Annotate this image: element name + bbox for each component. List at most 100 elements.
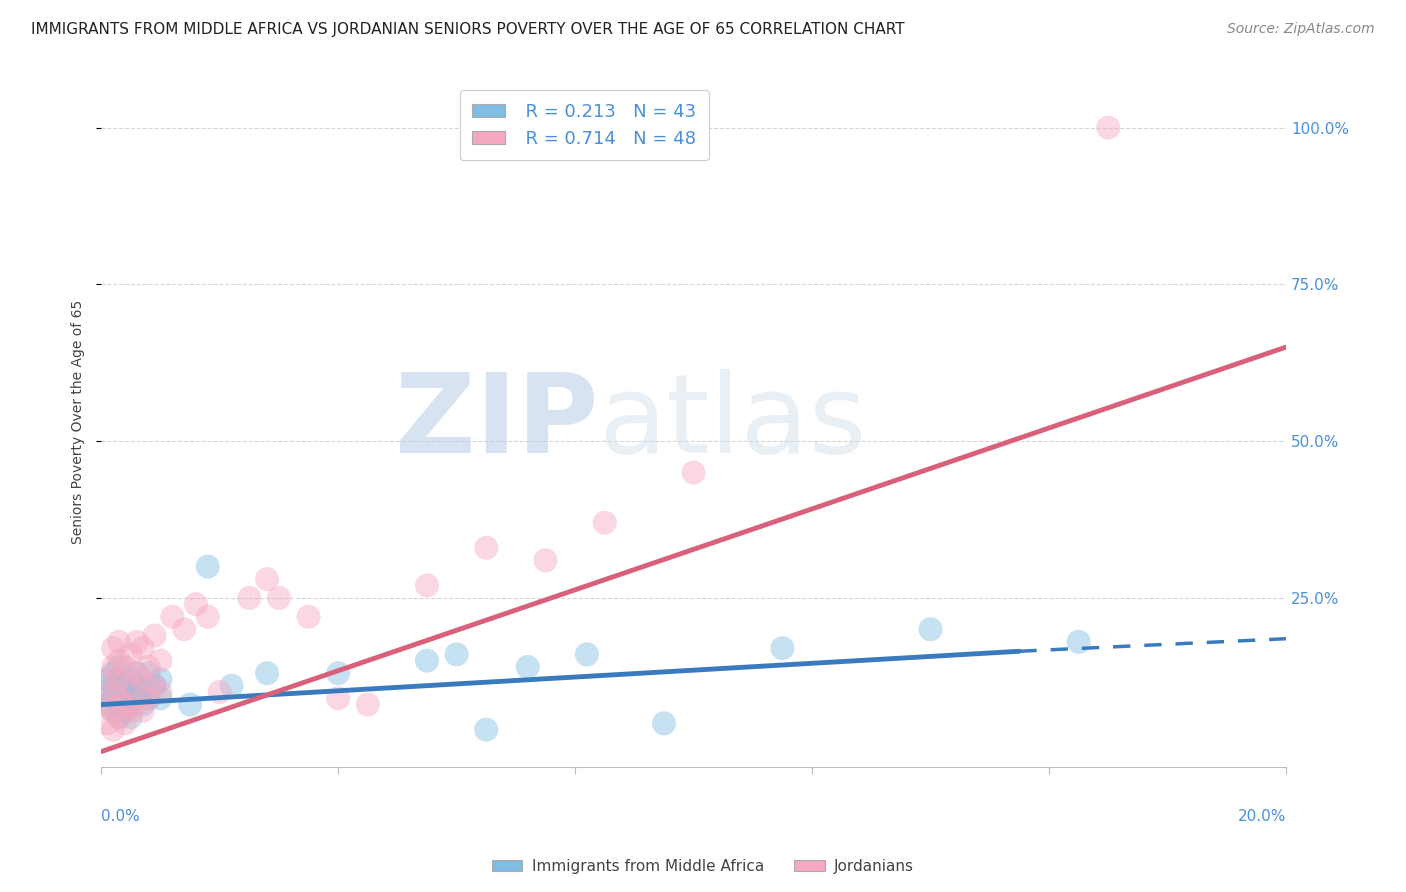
Point bbox=[125, 691, 148, 706]
Point bbox=[149, 685, 172, 699]
Point bbox=[328, 691, 350, 706]
Point bbox=[101, 679, 124, 693]
Point bbox=[101, 666, 124, 681]
Point bbox=[114, 698, 136, 712]
Point bbox=[173, 622, 195, 636]
Y-axis label: Seniors Poverty Over the Age of 65: Seniors Poverty Over the Age of 65 bbox=[72, 301, 86, 544]
Point bbox=[416, 654, 439, 668]
Point bbox=[96, 716, 118, 731]
Point bbox=[125, 635, 148, 649]
Point bbox=[179, 698, 201, 712]
Point bbox=[114, 704, 136, 718]
Point bbox=[114, 660, 136, 674]
Point bbox=[114, 691, 136, 706]
Point bbox=[920, 622, 942, 636]
Text: 0.0%: 0.0% bbox=[101, 809, 141, 823]
Point bbox=[96, 698, 118, 712]
Point bbox=[256, 572, 278, 586]
Point bbox=[131, 698, 153, 712]
Point bbox=[221, 679, 243, 693]
Point bbox=[108, 673, 131, 687]
Point bbox=[652, 716, 675, 731]
Legend:   R = 0.213   N = 43,   R = 0.714   N = 48: R = 0.213 N = 43, R = 0.714 N = 48 bbox=[460, 90, 709, 161]
Point bbox=[238, 591, 260, 605]
Point bbox=[1097, 120, 1119, 135]
Point bbox=[446, 648, 468, 662]
Point bbox=[328, 666, 350, 681]
Point bbox=[149, 654, 172, 668]
Point bbox=[575, 648, 598, 662]
Point bbox=[114, 679, 136, 693]
Point bbox=[131, 641, 153, 656]
Point bbox=[101, 704, 124, 718]
Point bbox=[138, 666, 160, 681]
Point bbox=[108, 654, 131, 668]
Point bbox=[108, 710, 131, 724]
Point bbox=[108, 710, 131, 724]
Point bbox=[475, 723, 498, 737]
Point bbox=[125, 666, 148, 681]
Point bbox=[101, 660, 124, 674]
Text: ZIP: ZIP bbox=[395, 369, 599, 475]
Point bbox=[516, 660, 538, 674]
Point bbox=[131, 704, 153, 718]
Point bbox=[138, 660, 160, 674]
Text: IMMIGRANTS FROM MIDDLE AFRICA VS JORDANIAN SENIORS POVERTY OVER THE AGE OF 65 CO: IMMIGRANTS FROM MIDDLE AFRICA VS JORDANI… bbox=[31, 22, 904, 37]
Point bbox=[267, 591, 290, 605]
Point bbox=[114, 716, 136, 731]
Point bbox=[120, 704, 142, 718]
Point bbox=[101, 641, 124, 656]
Point bbox=[149, 691, 172, 706]
Point bbox=[96, 673, 118, 687]
Point bbox=[416, 578, 439, 592]
Point bbox=[131, 685, 153, 699]
Point bbox=[120, 648, 142, 662]
Point bbox=[256, 666, 278, 681]
Point bbox=[120, 710, 142, 724]
Point bbox=[108, 635, 131, 649]
Text: Source: ZipAtlas.com: Source: ZipAtlas.com bbox=[1227, 22, 1375, 37]
Legend: Immigrants from Middle Africa, Jordanians: Immigrants from Middle Africa, Jordanian… bbox=[485, 853, 921, 880]
Text: atlas: atlas bbox=[599, 369, 868, 475]
Point bbox=[120, 698, 142, 712]
Point bbox=[96, 685, 118, 699]
Point bbox=[125, 698, 148, 712]
Point bbox=[138, 691, 160, 706]
Point bbox=[197, 609, 219, 624]
Point bbox=[108, 691, 131, 706]
Point bbox=[101, 691, 124, 706]
Point bbox=[208, 685, 231, 699]
Point bbox=[108, 698, 131, 712]
Point bbox=[120, 679, 142, 693]
Point bbox=[96, 698, 118, 712]
Text: 20.0%: 20.0% bbox=[1237, 809, 1286, 823]
Point bbox=[534, 553, 557, 567]
Point bbox=[125, 666, 148, 681]
Point bbox=[143, 679, 166, 693]
Point bbox=[108, 673, 131, 687]
Point bbox=[593, 516, 616, 530]
Point bbox=[120, 685, 142, 699]
Point bbox=[108, 660, 131, 674]
Point bbox=[96, 673, 118, 687]
Point bbox=[184, 597, 207, 611]
Point bbox=[149, 673, 172, 687]
Point bbox=[682, 466, 704, 480]
Point bbox=[101, 704, 124, 718]
Point bbox=[1067, 635, 1090, 649]
Point bbox=[108, 685, 131, 699]
Point bbox=[131, 673, 153, 687]
Point bbox=[297, 609, 319, 624]
Point bbox=[101, 723, 124, 737]
Point bbox=[772, 641, 794, 656]
Point bbox=[197, 559, 219, 574]
Point bbox=[125, 679, 148, 693]
Point bbox=[101, 685, 124, 699]
Point bbox=[162, 609, 184, 624]
Point bbox=[138, 691, 160, 706]
Point bbox=[475, 541, 498, 555]
Point bbox=[143, 679, 166, 693]
Point bbox=[143, 629, 166, 643]
Point bbox=[120, 673, 142, 687]
Point bbox=[357, 698, 380, 712]
